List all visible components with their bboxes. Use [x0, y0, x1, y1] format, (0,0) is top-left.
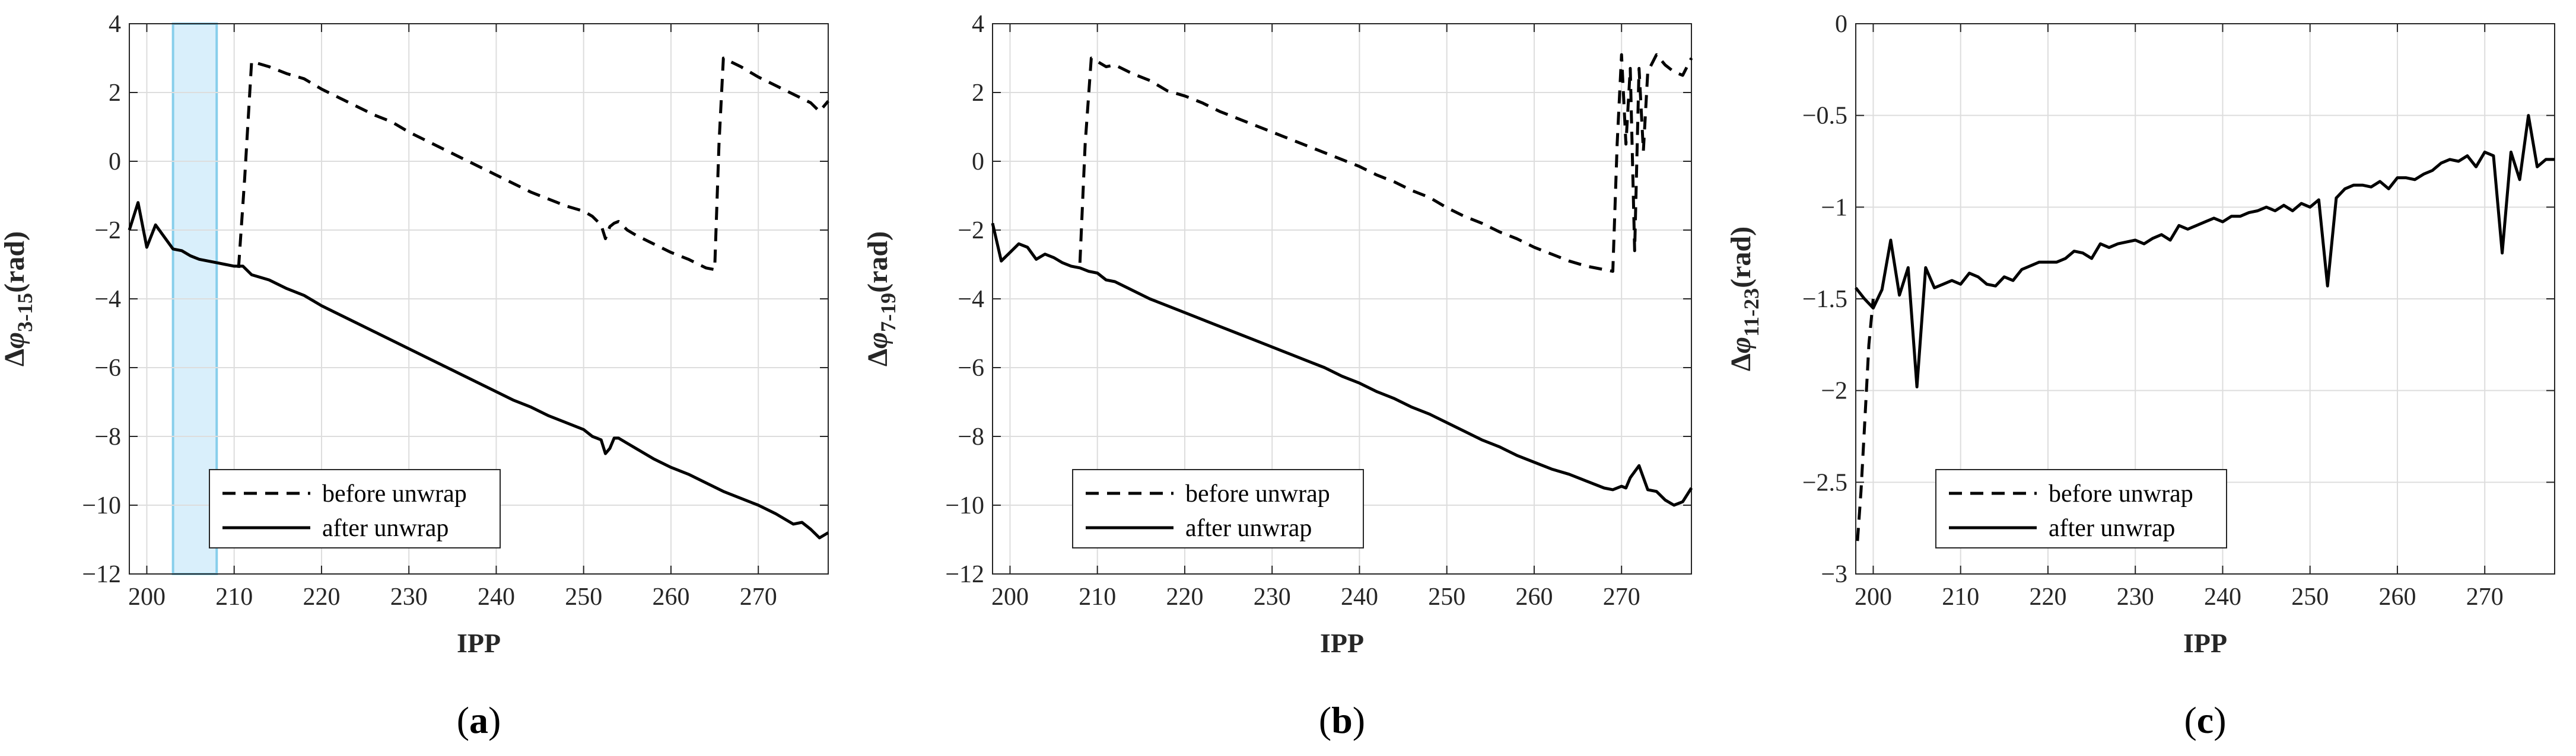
- y-axis-label-delta: Δ: [1725, 353, 1757, 371]
- y-axis-label: Δφ3-15(rad): [0, 231, 37, 366]
- legend-label: after unwrap: [2049, 515, 2175, 542]
- y-tick-label: 2: [109, 79, 121, 107]
- panel-0: 200 210 220 230 240 250 260 270 −12 −10 −8 −6 −4 −2 0 2…: [0, 11, 829, 741]
- y-tick-label: −10: [82, 492, 121, 519]
- x-tick-label: 200: [991, 583, 1029, 611]
- y-tick-label: −2: [1821, 378, 1847, 405]
- legend-box: [1935, 469, 2227, 548]
- legend-label: before unwrap: [2049, 480, 2193, 508]
- y-tick-label: 4: [109, 11, 121, 38]
- x-tick-label: 200: [1855, 583, 1892, 611]
- panel-label: (b): [1319, 699, 1365, 741]
- legend-label: before unwrap: [322, 480, 467, 508]
- y-axis-label-unit: (rad): [862, 231, 893, 293]
- y-axis-label-symbol: φ: [1725, 337, 1757, 353]
- y-axis-label-subscript: 3-15: [13, 293, 37, 332]
- panel-label-letter: c: [2197, 699, 2214, 741]
- y-tick-label: −6: [958, 355, 984, 382]
- y-tick-label: −12: [82, 561, 121, 588]
- y-tick-label: −8: [958, 423, 984, 451]
- y-axis-label-subscript: 11-23: [1739, 288, 1763, 337]
- panel-1: 200 210 220 230 240 250 260 270 −12 −10 −8 −6 −4 −2 0 2…: [862, 11, 1693, 741]
- x-tick-label: 220: [2029, 583, 2066, 611]
- x-axis-label: IPP: [2183, 628, 2227, 658]
- series-line-before-unwrap: [1078, 53, 1693, 273]
- x-tick-label: 260: [2378, 583, 2416, 611]
- y-tick-label: 0: [972, 148, 984, 176]
- legend-label: after unwrap: [1185, 515, 1312, 542]
- y-axis-label-unit: (rad): [0, 231, 30, 293]
- panel-2: 200 210 220 230 240 250 260 270 −3 −2.5 −2 −1.5 −1 −0…: [1725, 11, 2555, 741]
- x-tick-label: 260: [1515, 583, 1553, 611]
- x-tick-label: 210: [1942, 583, 1979, 611]
- legend-label: after unwrap: [322, 515, 449, 542]
- y-tick-label: 2: [972, 79, 984, 107]
- y-tick-label: −10: [945, 492, 984, 519]
- x-tick-label: 240: [1341, 583, 1378, 611]
- y-tick-label: −8: [94, 423, 121, 451]
- panel-label-close: ): [2214, 699, 2226, 741]
- x-tick-label: 270: [1603, 583, 1640, 611]
- y-axis-label: Δφ11-23(rad): [1725, 227, 1763, 371]
- x-tick-label: 250: [2291, 583, 2329, 611]
- y-tick-label: −4: [958, 286, 984, 313]
- panel-label-close: ): [1353, 699, 1365, 741]
- x-tick-label: 250: [1428, 583, 1465, 611]
- y-tick-label: −4: [94, 286, 121, 313]
- y-axis-label: Δφ7-19(rad): [862, 231, 900, 366]
- y-axis-label-symbol: φ: [0, 332, 30, 349]
- y-axis-label-delta: Δ: [862, 349, 893, 366]
- x-tick-label: 210: [215, 583, 253, 611]
- x-tick-label: 200: [128, 583, 166, 611]
- x-tick-label: 230: [390, 583, 428, 611]
- legend-box: [209, 469, 501, 548]
- y-tick-label: −0.5: [1802, 103, 1847, 130]
- series-line-after-unwrap: [991, 222, 1693, 507]
- y-tick-label: 0: [1835, 11, 1847, 38]
- y-tick-label: −12: [945, 561, 984, 588]
- y-tick-label: −3: [1821, 561, 1847, 588]
- series-line-after-unwrap: [1855, 114, 2555, 388]
- series-line-before-unwrap: [237, 56, 829, 272]
- x-tick-label: 230: [2117, 583, 2154, 611]
- y-tick-label: −2: [94, 217, 121, 244]
- panel-label: (a): [457, 699, 501, 741]
- panel-label-letter: b: [1331, 699, 1353, 741]
- panel-label-open: (: [457, 699, 469, 741]
- y-tick-label: 4: [972, 11, 984, 38]
- x-tick-label: 270: [2466, 583, 2504, 611]
- x-tick-label: 210: [1079, 583, 1116, 611]
- x-tick-label: 250: [565, 583, 602, 611]
- x-tick-label: 240: [2204, 583, 2241, 611]
- series-line-after-unwrap: [128, 201, 829, 540]
- panel-label-letter: a: [469, 699, 488, 741]
- y-tick-label: −2: [958, 217, 984, 244]
- y-tick-label: 0: [109, 148, 121, 176]
- y-axis-label-symbol: φ: [862, 332, 893, 349]
- x-axis-label: IPP: [1320, 628, 1364, 658]
- y-tick-label: −1: [1821, 194, 1847, 221]
- x-tick-label: 230: [1254, 583, 1291, 611]
- x-tick-label: 220: [303, 583, 340, 611]
- y-tick-label: −2.5: [1802, 469, 1847, 496]
- y-tick-label: −1.5: [1802, 286, 1847, 313]
- x-tick-label: 220: [1166, 583, 1203, 611]
- y-axis-label-unit: (rad): [1725, 227, 1757, 288]
- panel-label: (c): [2184, 699, 2226, 741]
- x-tick-label: 260: [652, 583, 689, 611]
- y-axis-label-delta: Δ: [0, 349, 30, 366]
- legend-box: [1072, 469, 1364, 548]
- panel-label-open: (: [1319, 699, 1331, 741]
- y-axis-label-subscript: 7-19: [876, 293, 900, 332]
- legend-label: before unwrap: [1185, 480, 1330, 508]
- series-line-before-unwrap: [1856, 298, 1875, 541]
- x-tick-label: 270: [740, 583, 777, 611]
- y-tick-label: −6: [94, 355, 121, 382]
- panel-label-open: (: [2184, 699, 2196, 741]
- x-axis-label: IPP: [457, 628, 501, 658]
- panel-label-close: ): [488, 699, 501, 741]
- x-tick-label: 240: [478, 583, 515, 611]
